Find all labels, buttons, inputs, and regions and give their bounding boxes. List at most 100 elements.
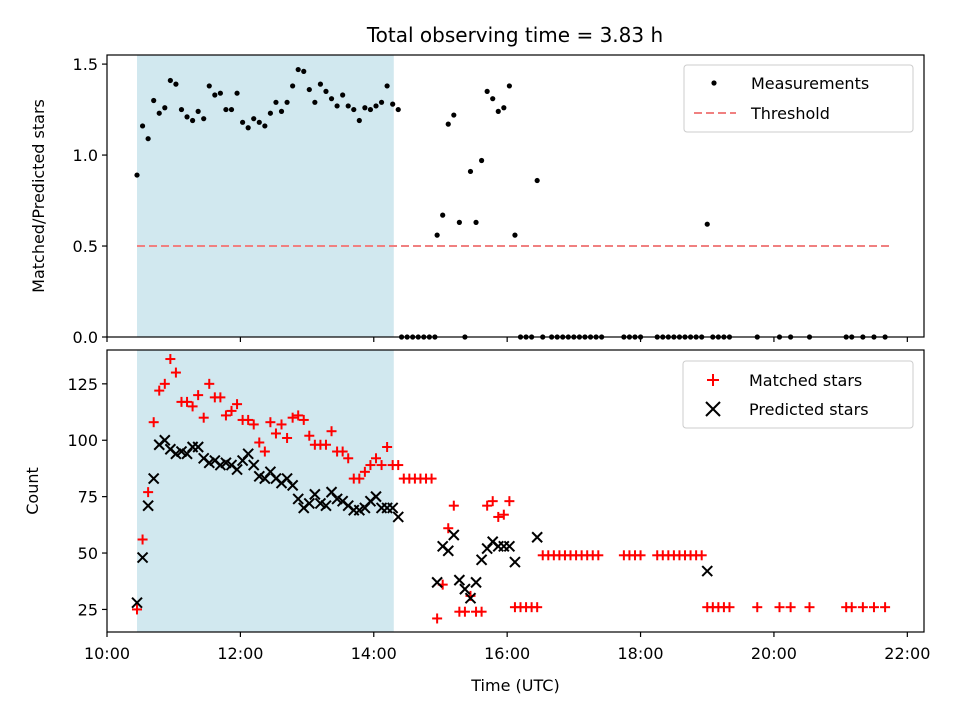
matched-star-point xyxy=(343,453,354,464)
y-tick-label: 125 xyxy=(67,375,98,394)
measurement-point xyxy=(189,117,196,124)
matched-star-point xyxy=(132,604,143,615)
predicted-star-point xyxy=(453,574,466,586)
matched-star-point xyxy=(148,417,159,428)
matched-star-point xyxy=(482,500,493,511)
x-tick-label: 10:00 xyxy=(84,644,130,663)
matched-star-point xyxy=(320,439,331,450)
top-legend-box xyxy=(683,64,914,133)
matched-star-point xyxy=(254,437,265,448)
legend-label-threshold: Threshold xyxy=(750,104,830,123)
measurement-point xyxy=(484,88,490,94)
x-tick-label: 18:00 xyxy=(617,644,663,663)
matched-star-point xyxy=(476,606,487,617)
matched-star-point xyxy=(154,385,165,396)
measurement-point xyxy=(162,105,168,111)
predicted-star-point xyxy=(503,540,516,552)
matched-star-point xyxy=(204,378,215,389)
top-panel: 0.0 0.5 1.0 1.5 Matched/Predicted stars Mea… xyxy=(29,54,925,347)
measurement-point xyxy=(445,121,451,127)
measurement-point xyxy=(134,172,140,178)
matched-star-point xyxy=(752,602,763,613)
measurement-point xyxy=(201,116,207,122)
matched-star-point xyxy=(359,466,370,477)
measurement-point xyxy=(262,123,268,129)
bottom-x-ticks: 10:00 12:00 14:00 16:00 18:00 20:00 22:00 xyxy=(84,632,930,663)
matched-star-point xyxy=(215,392,226,403)
predicted-star-point xyxy=(464,592,477,604)
matched-star-point xyxy=(696,550,707,561)
predicted-star-point xyxy=(531,531,543,543)
predicted-star-point xyxy=(442,545,454,557)
predicted-star-point xyxy=(309,488,321,501)
measurement-point xyxy=(495,108,501,114)
measurement-point xyxy=(534,177,540,184)
predicted-star-point xyxy=(131,596,143,609)
bottom-panel: 25 50 75 100 125 10:00 12:00 14:00 16:00 18:00 20… xyxy=(23,349,930,695)
predicted-star-point xyxy=(509,556,521,568)
measurement-point xyxy=(301,68,307,74)
measurement-point xyxy=(456,219,462,225)
matched-star-point xyxy=(248,419,259,430)
measurement-point xyxy=(451,112,457,118)
matched-star-point xyxy=(159,378,170,389)
predicted-star-point xyxy=(492,540,504,552)
y-tick-label: 1.0 xyxy=(73,146,98,165)
matched-star-point xyxy=(382,442,393,453)
matched-star-point xyxy=(270,428,281,439)
measurement-point xyxy=(212,92,218,98)
matched-star-point xyxy=(487,496,498,507)
top-axes-frame xyxy=(106,54,925,338)
chart-title: Total observing time = 3.83 h xyxy=(366,23,663,47)
measurement-point xyxy=(351,106,357,113)
legend-label-measurements: Measurements xyxy=(751,74,869,93)
matched-star-point xyxy=(187,401,198,412)
predicted-star-point xyxy=(286,479,299,492)
matched-star-point xyxy=(785,602,796,613)
matched-star-point xyxy=(276,419,287,430)
predicted-star-point xyxy=(147,472,160,485)
measurement-point xyxy=(240,119,246,125)
predicted-star-point xyxy=(292,493,304,505)
matched-star-point xyxy=(393,460,404,471)
y-tick-label: 50 xyxy=(78,544,98,563)
measurement-point xyxy=(234,90,240,96)
measurement-point xyxy=(223,106,229,113)
measurement-point xyxy=(139,123,146,129)
predicted-star-points xyxy=(131,434,713,609)
top-y-ticks: 0.0 0.5 1.0 1.5 xyxy=(73,55,107,347)
measurement-point xyxy=(173,81,179,87)
measurement-point xyxy=(340,92,346,98)
bottom-y-ticks: 25 50 75 100 125 xyxy=(67,375,107,619)
legend-label-matched: Matched stars xyxy=(749,371,862,390)
predicted-star-point xyxy=(248,459,260,471)
predicted-star-point xyxy=(470,576,482,589)
y-tick-label: 0.0 xyxy=(73,328,98,347)
matched-star-point xyxy=(426,473,437,484)
measurement-point xyxy=(390,101,396,107)
measurement-point xyxy=(323,88,329,94)
matched-star-point xyxy=(326,426,337,437)
matched-star-point xyxy=(635,550,646,561)
predicted-star-point xyxy=(320,499,332,512)
matched-star-point xyxy=(137,534,148,545)
predicted-star-point xyxy=(231,463,243,476)
predicted-star-point xyxy=(192,441,204,453)
matched-star-point xyxy=(232,399,243,410)
measurement-point xyxy=(273,99,279,105)
measurement-point xyxy=(256,119,262,125)
matched-star-point xyxy=(532,602,543,613)
predicted-star-point xyxy=(431,576,443,589)
measurement-point xyxy=(506,83,512,89)
y-tick-label: 1.5 xyxy=(73,55,98,74)
bottom-axes-frame xyxy=(106,349,925,633)
measurement-point xyxy=(704,221,710,227)
predicted-star-point xyxy=(392,511,404,523)
measurement-point xyxy=(467,168,474,175)
measurement-point xyxy=(378,99,385,105)
matched-star-point xyxy=(857,602,868,613)
measurement-point xyxy=(278,108,285,114)
matched-star-point xyxy=(304,430,315,441)
y-tick-label: 25 xyxy=(78,600,98,619)
measurement-point xyxy=(178,106,185,113)
